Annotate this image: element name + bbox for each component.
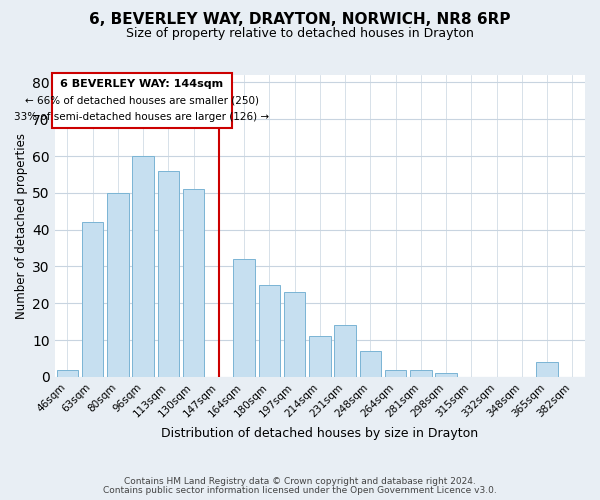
- Text: 6 BEVERLEY WAY: 144sqm: 6 BEVERLEY WAY: 144sqm: [60, 80, 223, 90]
- Text: Contains HM Land Registry data © Crown copyright and database right 2024.: Contains HM Land Registry data © Crown c…: [124, 477, 476, 486]
- FancyBboxPatch shape: [52, 74, 232, 128]
- Bar: [233, 259, 255, 377]
- Bar: [410, 370, 431, 377]
- Bar: [536, 362, 558, 377]
- Bar: [385, 370, 406, 377]
- Bar: [334, 326, 356, 377]
- Text: Contains public sector information licensed under the Open Government Licence v3: Contains public sector information licen…: [103, 486, 497, 495]
- Text: Size of property relative to detached houses in Drayton: Size of property relative to detached ho…: [126, 28, 474, 40]
- Bar: [259, 285, 280, 377]
- Text: 33% of semi-detached houses are larger (126) →: 33% of semi-detached houses are larger (…: [14, 112, 269, 122]
- Bar: [133, 156, 154, 377]
- Text: ← 66% of detached houses are smaller (250): ← 66% of detached houses are smaller (25…: [25, 96, 259, 106]
- Bar: [359, 351, 381, 377]
- X-axis label: Distribution of detached houses by size in Drayton: Distribution of detached houses by size …: [161, 427, 478, 440]
- Y-axis label: Number of detached properties: Number of detached properties: [15, 133, 28, 319]
- Bar: [107, 193, 128, 377]
- Bar: [309, 336, 331, 377]
- Bar: [183, 189, 204, 377]
- Bar: [158, 170, 179, 377]
- Bar: [82, 222, 103, 377]
- Bar: [56, 370, 78, 377]
- Text: 6, BEVERLEY WAY, DRAYTON, NORWICH, NR8 6RP: 6, BEVERLEY WAY, DRAYTON, NORWICH, NR8 6…: [89, 12, 511, 28]
- Bar: [436, 374, 457, 377]
- Bar: [284, 292, 305, 377]
